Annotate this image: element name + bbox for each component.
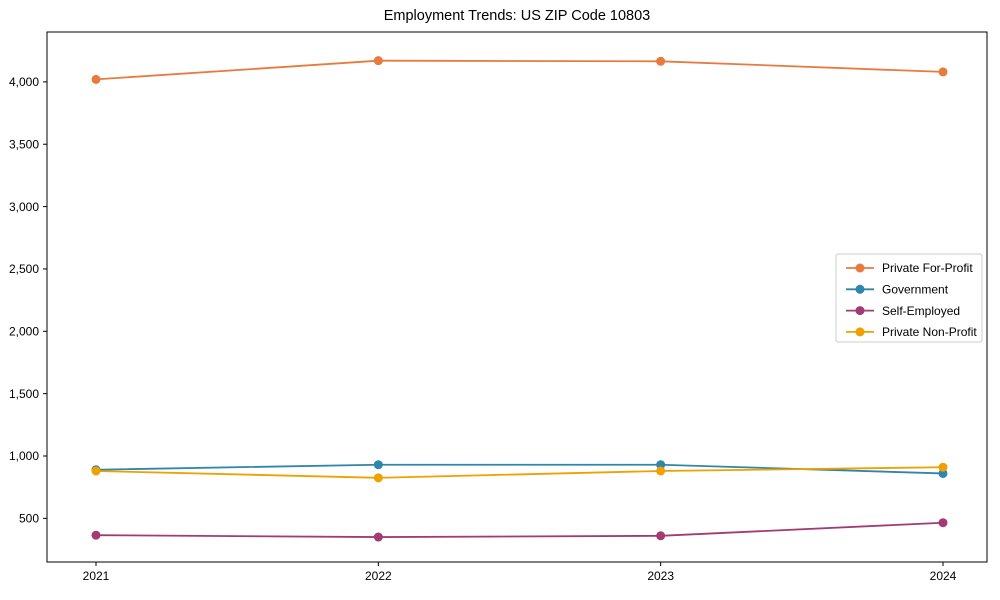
legend-label-government: Government — [882, 283, 949, 297]
x-tick-label: 2024 — [930, 569, 957, 583]
y-tick-label: 3,000 — [9, 200, 39, 214]
chart-title: Employment Trends: US ZIP Code 10803 — [383, 8, 651, 24]
data-point-self-employed-2022 — [373, 532, 383, 542]
series-line-self-employed — [95, 521, 944, 538]
legend-label-self-employed: Self-Employed — [882, 304, 960, 318]
data-point-self-employed-2021 — [91, 530, 101, 540]
series-line-private-non-profit — [95, 466, 944, 479]
legend-marker-self-employed — [855, 306, 865, 316]
data-point-private-non-profit-2024 — [938, 462, 948, 472]
legend-marker-private-for-profit — [855, 263, 865, 273]
data-point-private-for-profit-2022 — [373, 56, 383, 66]
y-tick-label: 500 — [19, 512, 39, 526]
data-point-private-non-profit-2022 — [373, 473, 383, 483]
data-point-private-for-profit-2021 — [91, 74, 101, 84]
y-tick-label: 3,500 — [9, 137, 39, 151]
data-point-government-2022 — [373, 460, 383, 470]
data-point-private-non-profit-2023 — [656, 466, 666, 476]
data-point-private-for-profit-2023 — [656, 56, 666, 66]
data-point-self-employed-2023 — [656, 531, 666, 541]
y-tick-label: 1,000 — [9, 449, 39, 463]
legend-label-private-for-profit: Private For-Profit — [882, 261, 973, 275]
data-point-private-non-profit-2021 — [91, 466, 101, 476]
y-tick-label: 2,000 — [9, 324, 39, 338]
series-line-private-for-profit — [95, 59, 944, 81]
legend-label-private-non-profit: Private Non-Profit — [882, 325, 977, 339]
legend-box — [835, 253, 983, 343]
y-tick-label: 1,500 — [9, 387, 39, 401]
plot-border — [46, 31, 988, 563]
data-point-government-2023 — [656, 460, 666, 470]
data-point-self-employed-2024 — [938, 518, 948, 528]
data-point-private-for-profit-2024 — [938, 67, 948, 77]
x-tick-label: 2023 — [647, 569, 674, 583]
y-tick-label: 4,000 — [9, 75, 39, 89]
x-tick-label: 2021 — [83, 569, 110, 583]
data-point-government-2024 — [938, 468, 948, 478]
y-tick-label: 2,500 — [9, 262, 39, 276]
x-tick-label: 2022 — [365, 569, 392, 583]
legend-marker-government — [855, 284, 865, 294]
legend-marker-private-non-profit — [855, 327, 865, 337]
